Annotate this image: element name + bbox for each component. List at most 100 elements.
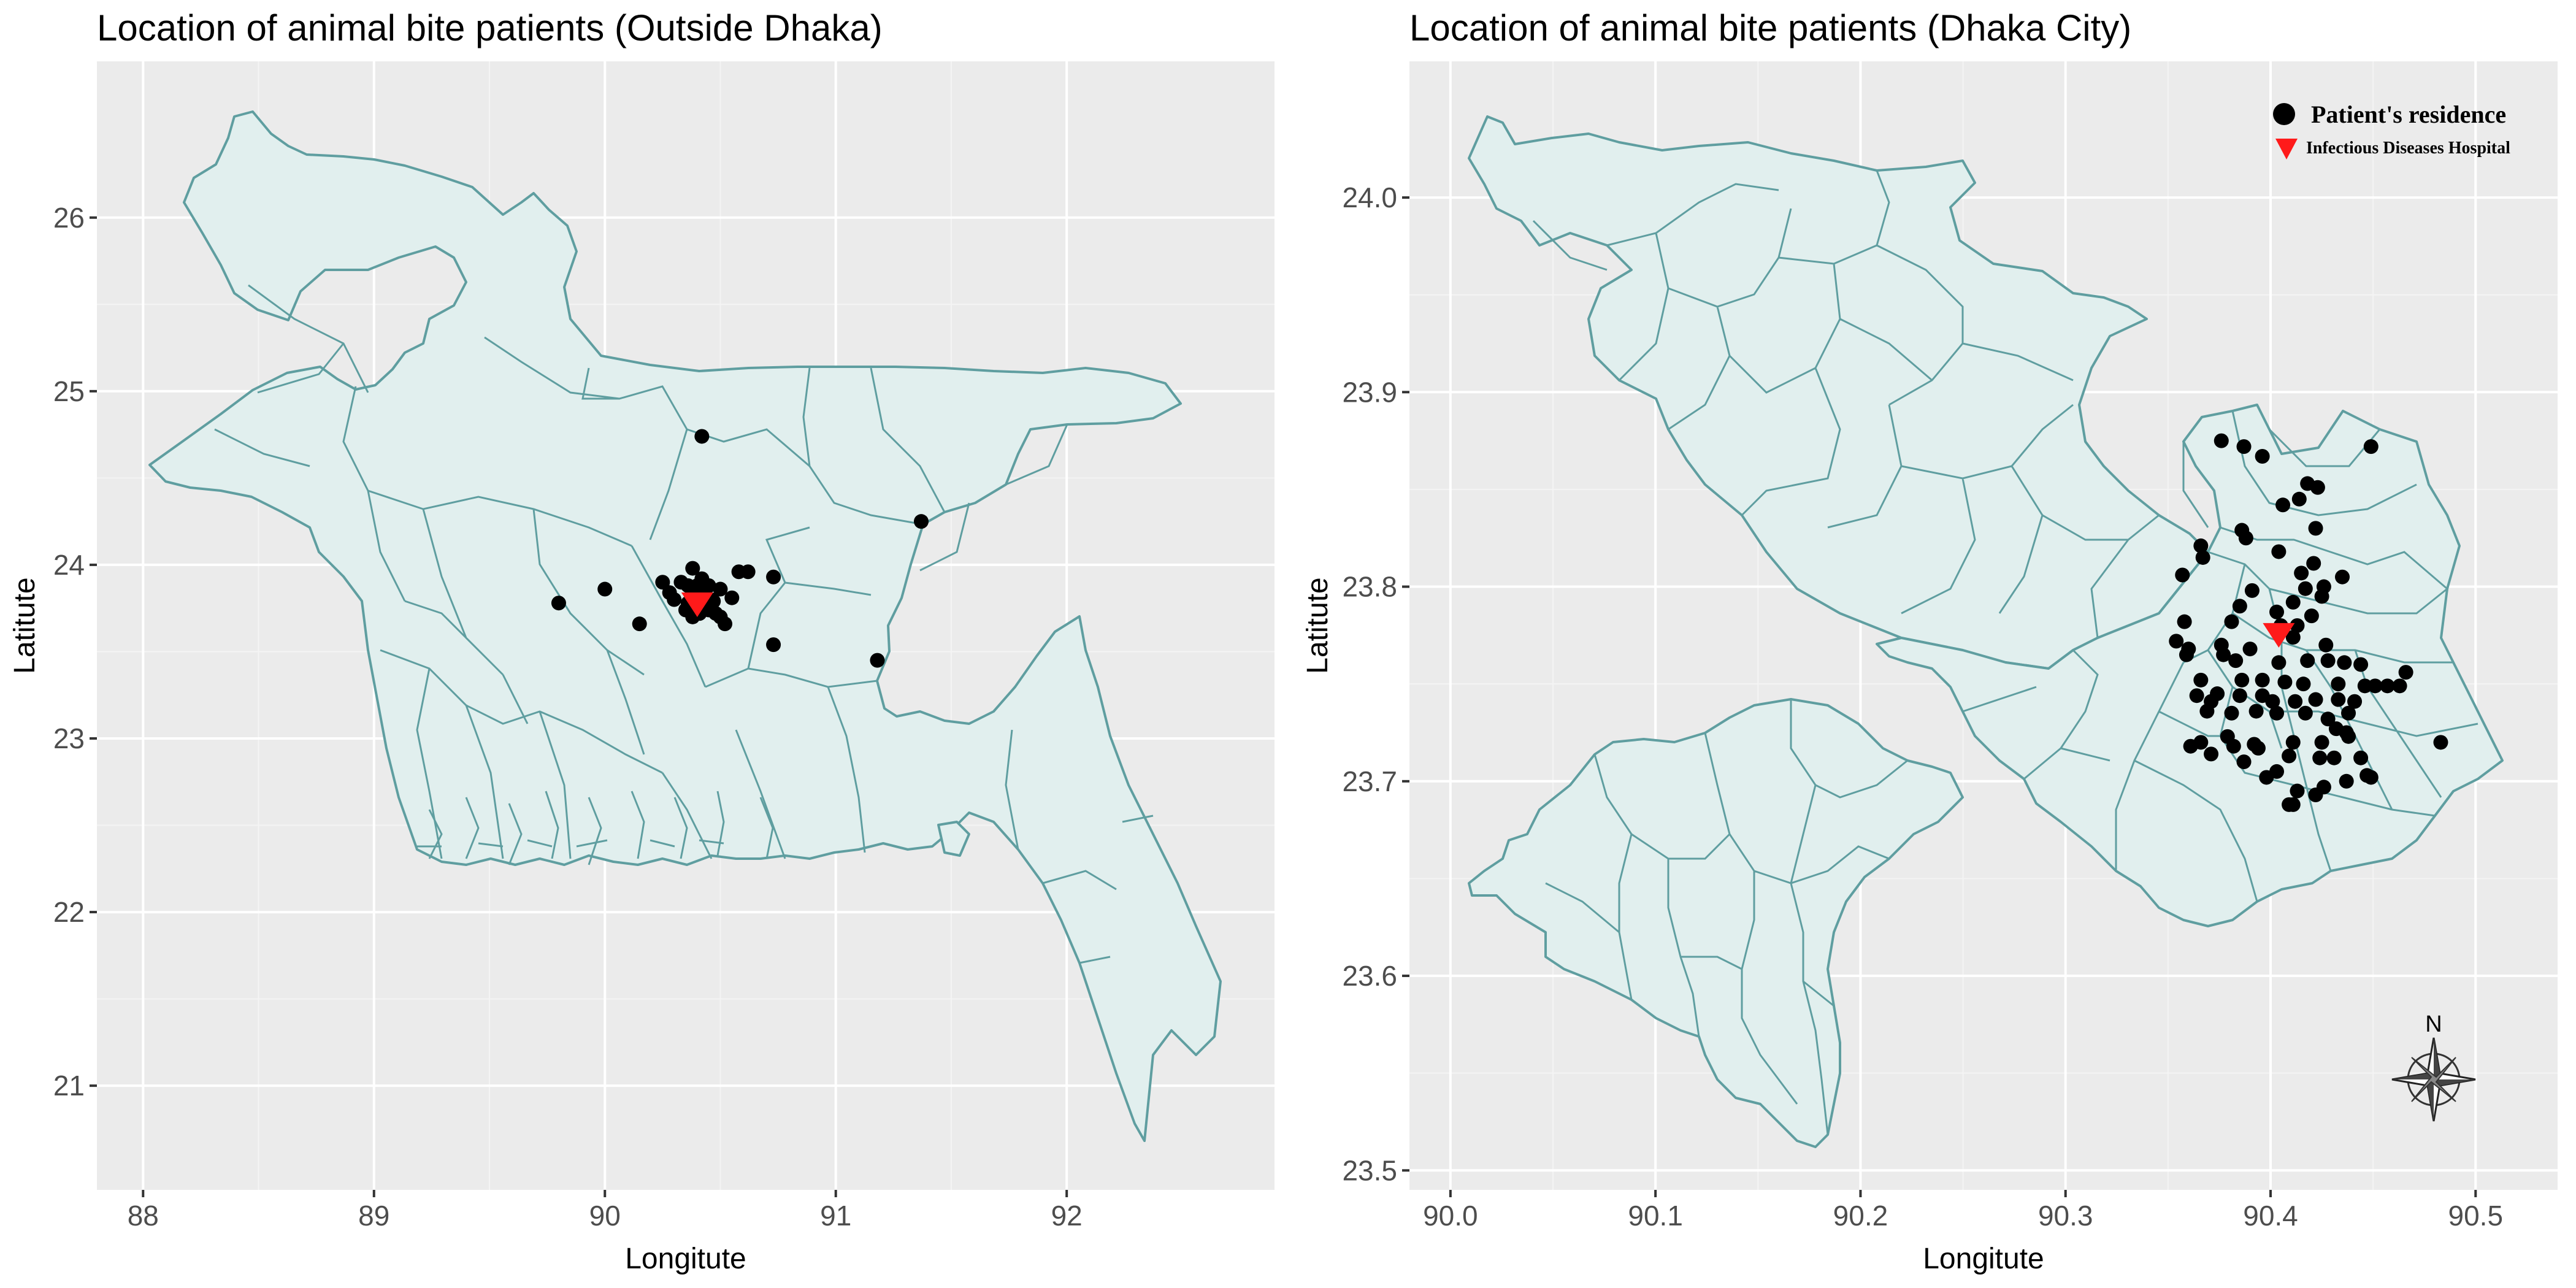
patient-point [2255, 449, 2270, 464]
patient-point [914, 514, 929, 529]
y-axis: 21 22 23 24 25 26 [53, 202, 97, 1102]
patient-point [2224, 614, 2239, 629]
y-tick-label: 21 [53, 1070, 85, 1102]
patient-point [2277, 675, 2293, 689]
dhaka-district-outline-north [1468, 115, 2209, 670]
patient-point [2392, 678, 2407, 694]
patient-point [2335, 569, 2350, 585]
x-tick-label: 90.5 [2448, 1200, 2504, 1232]
patient-point [766, 569, 781, 585]
patient-point [766, 637, 781, 653]
patient-point [2271, 655, 2287, 670]
patient-point [2193, 538, 2209, 553]
patient-point [2248, 703, 2264, 719]
patient-point [2250, 740, 2266, 756]
y-tick-label: 23.9 [1342, 376, 1397, 408]
patient-point [2320, 653, 2336, 669]
x-tick-label: 90.2 [1833, 1200, 1888, 1232]
patient-point [2363, 439, 2379, 454]
y-tick-label: 26 [53, 202, 85, 234]
patient-point [713, 609, 728, 624]
x-tick-label: 91 [820, 1200, 851, 1232]
patient-point [2236, 754, 2252, 770]
hospital-markers [2263, 623, 2295, 648]
patient-point [870, 653, 885, 668]
patient-point [2169, 634, 2184, 649]
patient-point [2296, 677, 2311, 692]
x-tick-label: 90.1 [1628, 1200, 1683, 1232]
x-tick-label: 90.3 [2038, 1200, 2093, 1232]
y-tick-label: 23.7 [1342, 765, 1397, 797]
patient-point [2234, 672, 2250, 688]
y-tick-label: 24.0 [1342, 182, 1397, 213]
patient-point [2353, 657, 2369, 672]
patient-point [2298, 581, 2313, 596]
patient-point [2331, 677, 2346, 692]
y-tick-label: 23.8 [1342, 571, 1397, 603]
patient-point [2216, 647, 2231, 662]
patient-point [2275, 497, 2291, 513]
bangladesh-outline [148, 110, 1222, 1142]
x-axis-label: Longitute [625, 1243, 746, 1275]
patient-point [2331, 692, 2346, 707]
x-tick-label: 90.0 [1423, 1200, 1478, 1232]
dhaka-map [1468, 115, 2504, 1148]
patient-point [2224, 705, 2239, 721]
patient-point [655, 575, 670, 590]
patient-point [2282, 748, 2297, 764]
patient-point [2193, 672, 2209, 688]
patient-point [2244, 583, 2260, 598]
patient-point [2285, 630, 2301, 645]
patient-point [2271, 544, 2287, 559]
legend-hospital-key [2275, 139, 2298, 159]
panel-dhaka-city: Location of animal bite patients (Dhaka … [1301, 7, 2558, 1275]
patient-point [2314, 735, 2329, 750]
patient-point [2236, 439, 2252, 454]
patient-point [2306, 556, 2321, 571]
patient-point [2310, 480, 2325, 495]
patient-point [2189, 688, 2204, 703]
y-axis-label: Latitute [1301, 577, 1334, 673]
patient-point [2298, 705, 2313, 721]
y-axis-label: Latitute [9, 577, 41, 673]
patient-point [2195, 550, 2210, 565]
patient-point [2269, 604, 2285, 619]
patient-point [2265, 694, 2280, 709]
patient-point [685, 561, 700, 576]
patient-point [2288, 694, 2303, 709]
patient-point [713, 581, 728, 597]
panel-title: Location of animal bite patients (Dhaka … [1409, 7, 2131, 48]
patient-point [2304, 608, 2319, 624]
delta-rivers [417, 791, 774, 865]
patient-point [2300, 653, 2315, 669]
patient-point [2308, 521, 2323, 536]
legend: Patient's residence Infectious Diseases … [2273, 101, 2510, 159]
patient-point [2398, 665, 2413, 680]
patient-point [597, 581, 613, 597]
x-axis-label: Longitute [1923, 1243, 2044, 1275]
patient-point [2282, 797, 2297, 812]
y-tick-label: 24 [53, 549, 85, 581]
patient-point [2308, 692, 2323, 707]
legend-patient-label: Patient's residence [2311, 101, 2506, 128]
patient-point [2285, 735, 2301, 750]
patient-point [632, 616, 647, 632]
x-tick-label: 92 [1051, 1200, 1083, 1232]
y-tick-label: 22 [53, 896, 85, 928]
patient-point [2367, 678, 2383, 694]
legend-patient-key [2273, 103, 2295, 125]
y-axis: 23.5 23.6 23.7 23.8 23.9 24.0 [1342, 182, 1409, 1186]
patient-point [2290, 783, 2305, 799]
patient-point [2291, 491, 2307, 507]
y-tick-label: 25 [53, 375, 85, 407]
patient-point [2285, 594, 2301, 610]
legend-hospital-label: Infectious Diseases Hospital [2306, 139, 2510, 158]
patient-point [2357, 678, 2372, 694]
y-tick-label: 23.6 [1342, 960, 1397, 992]
patient-point [2204, 746, 2219, 762]
patient-point [2347, 694, 2363, 709]
patient-point [2183, 738, 2198, 754]
patient-point [667, 592, 682, 607]
x-tick-label: 90 [589, 1200, 621, 1232]
